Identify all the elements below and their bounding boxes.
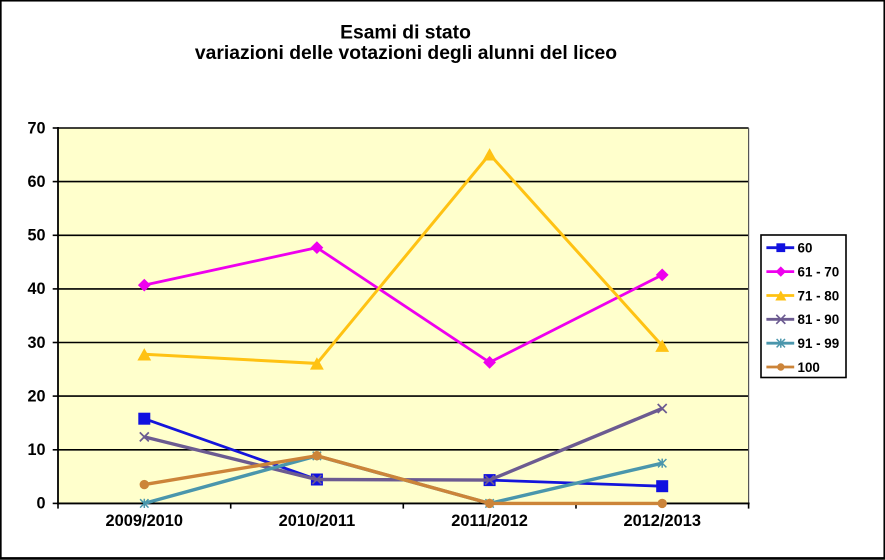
svg-text:50: 50 [27, 227, 45, 245]
svg-text:Esami di stato: Esami di stato [340, 23, 471, 44]
svg-text:60: 60 [798, 241, 813, 256]
svg-text:91 - 99: 91 - 99 [798, 336, 840, 351]
svg-text:60: 60 [27, 173, 45, 191]
svg-text:2011/2012: 2011/2012 [451, 512, 528, 530]
svg-text:2010/2011: 2010/2011 [279, 512, 356, 530]
svg-text:20: 20 [27, 387, 45, 405]
svg-text:40: 40 [27, 280, 45, 298]
svg-text:variazioni delle votazioni deg: variazioni delle votazioni degli alunni … [195, 43, 617, 64]
svg-text:70: 70 [27, 119, 45, 137]
svg-text:10: 10 [27, 441, 45, 459]
svg-text:61 - 70: 61 - 70 [798, 264, 840, 279]
svg-text:2009/2010: 2009/2010 [106, 512, 183, 530]
svg-text:30: 30 [27, 334, 45, 352]
svg-text:100: 100 [798, 360, 820, 375]
svg-text:71 - 80: 71 - 80 [798, 288, 840, 303]
svg-text:2012/2013: 2012/2013 [623, 512, 700, 530]
svg-text:81 - 90: 81 - 90 [798, 312, 840, 327]
svg-text:0: 0 [36, 495, 45, 513]
